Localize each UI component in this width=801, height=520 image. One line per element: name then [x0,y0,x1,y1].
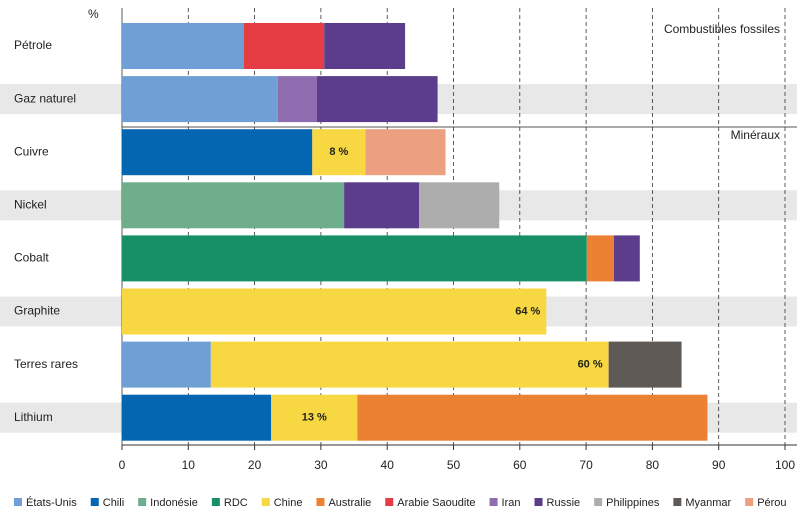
bar-segment [608,341,682,388]
bar-segment [271,394,358,441]
section-label: Combustibles fossiles [664,22,780,36]
y-tick-label: Graphite [14,304,60,318]
legend: États-Unis Chili Indonésie RDC Chine Australi… [14,496,787,509]
y-tick-label: Lithium [14,410,53,424]
bar-segment [419,182,500,229]
bar-segment [210,341,609,388]
legend-swatch [534,498,543,506]
x-tick-label: 10 [182,458,196,472]
x-tick-label: 40 [381,458,395,472]
legend-label: Chine [274,497,303,509]
legend-swatch [673,498,682,506]
legend-label: Iran [502,497,521,509]
bar-segment [344,182,420,229]
section-label: Minéraux [731,128,780,142]
data-label: 8 % [329,146,348,158]
x-tick-label: 100 [775,458,795,472]
x-tick-label: 20 [248,458,262,472]
x-tick-label: 30 [314,458,328,472]
bar-segment [586,235,614,282]
legend-label: Philippines [606,497,660,509]
bar-segment [613,235,640,282]
bar-segment [122,288,547,335]
x-tick-label: 90 [712,458,726,472]
y-tick-label: Pétrole [14,38,52,52]
y-tick-label: Nickel [14,197,47,211]
data-label: 64 % [515,305,540,317]
legend-label: RDC [224,497,248,509]
bar-segment [122,76,278,123]
data-label: 13 % [302,412,327,424]
legend-swatch [138,498,147,506]
legend-label: Russie [547,497,581,509]
y-tick-label: Gaz naturel [14,91,76,105]
bar-segment [312,129,366,176]
bar-segment [122,235,587,282]
x-tick-label: 0 [119,458,126,472]
bar-segment [122,182,345,229]
data-label: 60 % [578,359,603,371]
bar-segment [122,129,313,176]
bar-segment [243,23,325,69]
legend-swatch [594,498,603,506]
legend-label: Myanmar [685,497,731,509]
legend-label: Australie [328,497,371,509]
x-tick-label: 70 [579,458,593,472]
bar-segment [324,23,406,69]
legend-swatch [385,498,394,506]
y-tick-label: Terres rares [14,357,78,371]
legend-swatch [261,498,270,506]
legend-swatch [745,498,754,506]
x-tick-label: 60 [513,458,527,472]
legend-label: Indonésie [150,497,198,509]
y-axis-unit: % [88,7,99,21]
legend-swatch [211,498,220,506]
bar-segment [122,341,211,388]
legend-swatch [489,498,498,506]
bar-segment [365,129,446,176]
legend-label: Chili [103,497,124,509]
y-tick-label: Cobalt [14,251,49,265]
bar-segment [122,23,244,69]
legend-label: Pérou [757,497,786,509]
legend-label: États-Unis [26,496,77,509]
bar-segment [277,76,317,123]
x-tick-label: 80 [646,458,660,472]
legend-swatch [90,498,99,506]
legend-swatch [316,498,325,506]
legend-label: Arabie Saoudite [397,497,475,509]
bar-segment [316,76,438,123]
y-tick-label: Cuivre [14,144,49,158]
bar-segment [122,394,272,441]
bar-segment [357,394,708,441]
legend-swatch [14,498,22,506]
x-tick-label: 50 [447,458,461,472]
